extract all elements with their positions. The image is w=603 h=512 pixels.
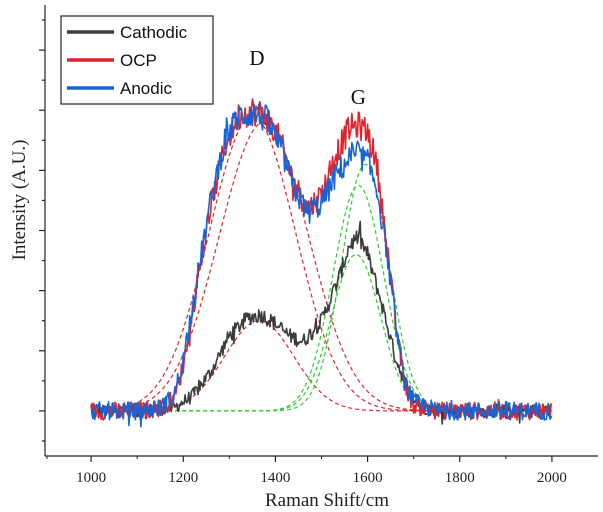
annotation-g: G [351,85,366,109]
x-ticks-group: 1000 1200 1400 1600 1800 2000 [46,456,567,486]
x-tick-label: 2000 [537,470,567,486]
annotation-d: D [249,46,264,70]
x-tick-label: 1800 [445,470,475,486]
x-tick-label: 1600 [353,470,383,486]
x-tick-label: 1400 [260,470,290,486]
fit-curve-4 [91,184,552,412]
y-ticks-group [39,19,45,442]
series-line-anodic [90,103,553,428]
x-tick-label: 1000 [76,470,106,486]
fit-curves-group [91,115,552,412]
x-tick-label: 1200 [168,470,198,486]
series-line-cathodic [90,220,553,425]
legend-label-cathodic: Cathodic [120,23,188,42]
x-axis-title: Raman Shift/cm [265,490,389,511]
legend-label-anodic: Anodic [120,79,172,98]
fit-curve-3 [91,163,552,412]
series-lines-group [90,98,553,428]
series-line-ocp [90,98,553,421]
legend-label-ocp: OCP [120,51,157,70]
legend: Cathodic OCP Anodic [60,15,214,105]
y-axis-title: Intensity (A.U.) [9,140,30,261]
